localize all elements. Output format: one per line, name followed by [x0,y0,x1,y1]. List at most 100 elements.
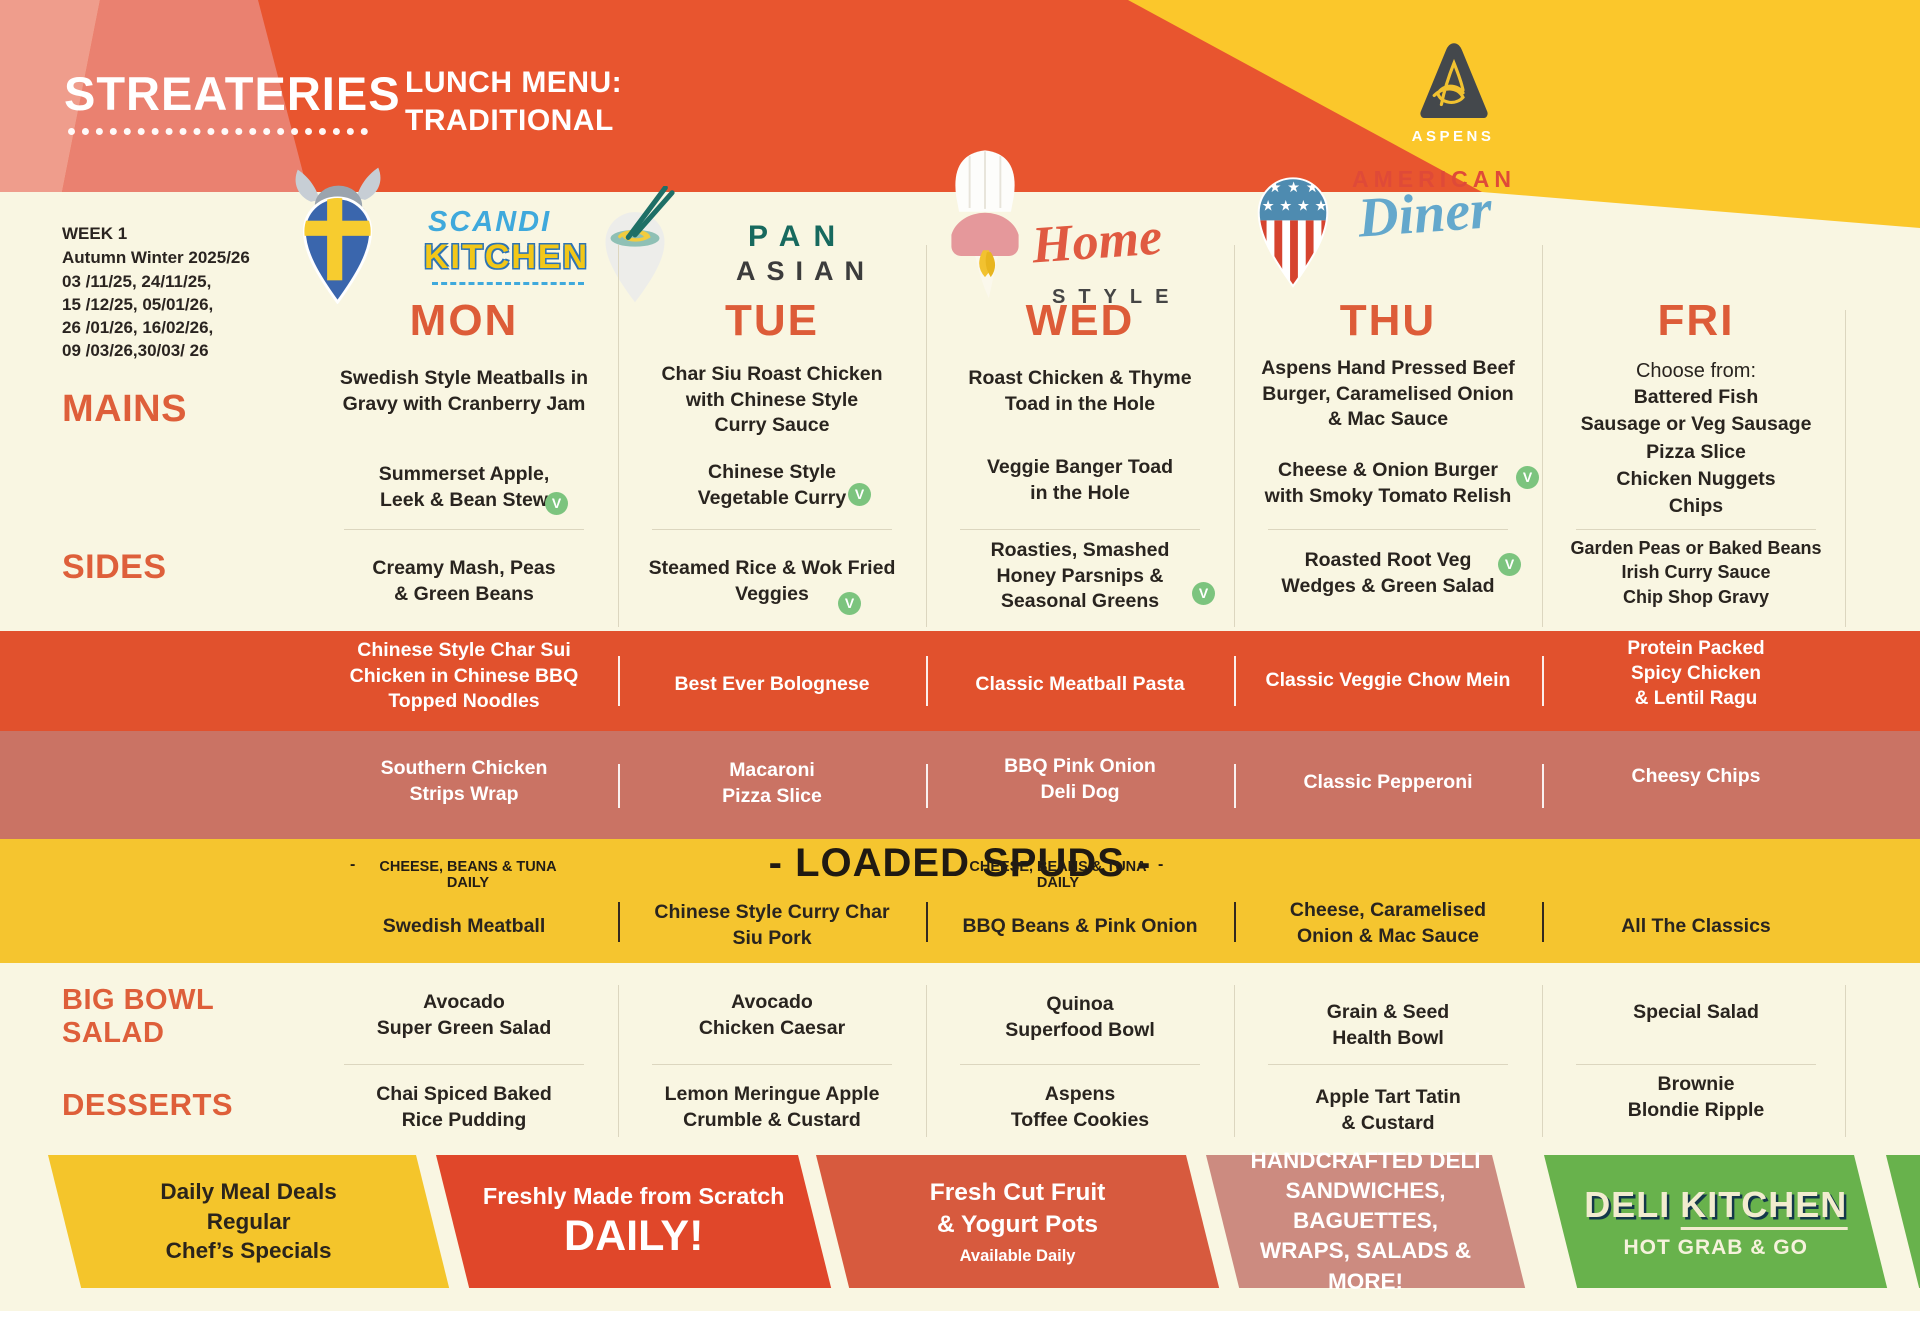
veg-icon: V [848,483,871,506]
menu-title-line2: TRADITIONAL [405,104,614,137]
section-divider [1576,529,1816,530]
menu-title-line1: LUNCH MENU: [405,66,623,99]
fillings-item-mon: Swedish Meatball [382,915,546,937]
column-divider [1234,245,1235,627]
fillings-item-thu: Cheese, Caramelised Onion & Mac Sauce [1289,899,1487,947]
deli-hot-item-wed: BBQ Pink Onion Deli Dog [1004,755,1156,803]
svg-text:★: ★ [1287,180,1300,196]
pasta-item-fri: Protein Packed Spicy Chicken & Lentil Ra… [1627,638,1765,710]
bottom-margin [0,1311,1920,1339]
loaded-spuds-title: - LOADED SPUDS - [768,841,1152,885]
veggie-main-wed: Veggie Banger Toad in the Hole [986,456,1173,504]
pan-asian-logo-word2: ASIAN [736,256,876,286]
spuds-dash: - [1158,856,1164,873]
dessert-item-thu: Apple Tart Tatin & Custard [1315,1086,1461,1134]
row-label-sides: SIDES [62,548,167,586]
fillings-item-divider [1542,902,1544,942]
page-title: STREATERIES [64,67,401,120]
banner-corner-sliver [1886,1155,1920,1288]
svg-text:★: ★ [1315,199,1328,215]
day-header-tue: TUE [725,296,819,345]
pasta-item-mon: Chinese Style Char Sui Chicken in Chines… [349,639,579,713]
week-dates: 26 /01/26, 16/02/26, [62,318,214,337]
banner-text: SANDWICHES, BAGUETTES, [1285,1178,1446,1234]
salad-item-tue: Avocado Chicken Caesar [698,991,846,1039]
column-divider [926,985,927,1137]
column-divider [618,985,619,1137]
deli-hot-item-fri: Cheesy Chips [1631,765,1761,787]
section-divider [1268,529,1508,530]
pasta-item-divider [1542,656,1544,706]
section-divider [344,1064,584,1065]
banner-text: Regular [206,1208,291,1234]
pasta-item-divider [618,656,620,706]
banner-text: Daily Meal Deals [160,1178,337,1204]
aspens-wordmark: ASPENS [1411,128,1495,145]
dotted-underline [68,120,368,135]
sides-item-fri: Garden Peas or Baked Beans Irish Curry S… [1570,538,1822,607]
svg-text:★: ★ [1297,199,1310,215]
banner-text: DELI [1584,1183,1671,1225]
svg-text:★: ★ [1262,199,1275,215]
home-style-logo-word2: STYLE [1052,286,1182,308]
pasta-item-wed: Classic Meatball Pasta [975,673,1185,695]
banner-text: & Yogurt Pots [937,1211,1099,1238]
deli-kitchen-wordmark: DELI KITCHEN [1561,1183,1871,1230]
salad-item-wed: Quinoa Superfood Bowl [1005,993,1155,1041]
fillings-item-divider [618,902,620,942]
salad-item-fri: Special Salad [1633,1001,1759,1023]
mains-item-tue: Char Siu Roast Chicken with Chinese Styl… [661,363,883,437]
sides-item-tue: Steamed Rice & Wok Fried Veggies [648,557,896,605]
deli-item-divider [618,764,620,808]
veg-icon: V [1192,582,1215,605]
row-label-big-bowl-line1: BIG BOWL [62,984,215,1016]
sides-item-wed: Roasties, Smashed Honey Parsnips & Seaso… [990,539,1170,613]
veg-icon: V [545,492,568,515]
pasta-item-divider [926,656,928,706]
day-header-fri: FRI [1657,296,1735,345]
section-divider [652,529,892,530]
svg-text:★: ★ [1296,161,1309,177]
mains-item-thu: Aspens Hand Pressed Beef Burger, Caramel… [1261,357,1515,431]
american-diner-flag-pin-icon: ★ ★ ★ ★ ★ ★ ★ ★ ★ [1257,161,1329,288]
dessert-item-mon: Chai Spiced Baked Rice Pudding [376,1083,552,1131]
spuds-dash: - [350,856,356,873]
sides-item-mon: Creamy Mash, Peas & Green Beans [372,557,556,605]
section-divider [1576,1064,1816,1065]
pasta-item-thu: Classic Veggie Chow Mein [1265,669,1511,691]
fillings-item-divider [926,902,928,942]
mains-item-mon: Swedish Style Meatballs in Gravy with Cr… [339,367,589,415]
mains-fri-options: Battered Fish Sausage or Veg Sausage Piz… [1580,386,1812,518]
banner-text: DAILY! [563,1211,704,1260]
mains-fri-intro: Choose from: [1635,360,1757,382]
week-dates: 15 /12/25, 05/01/26, [62,295,214,314]
section-divider [960,1064,1200,1065]
banner-handcrafted-deli: HANDCRAFTED DELI SANDWICHES, BAGUETTES, … [1206,1148,1526,1294]
home-style-chef-hat-icon [951,150,1019,299]
aspens-logo-icon [1420,43,1488,119]
season: Autumn Winter 2025/26 [62,248,250,267]
veg-icon: V [1516,466,1539,489]
deli-hot-item-thu: Classic Pepperoni [1303,771,1473,793]
banner-text: Chef’s Specials [165,1238,332,1264]
section-divider [960,529,1200,530]
banner-deli-kitchen: DELI KITCHEN HOT GRAB & GO [1544,1155,1888,1288]
column-divider [1542,985,1543,1137]
week-dates: 09 /03/26,30/03/ 26 [62,341,209,360]
column-divider [618,245,619,627]
banner-text: Freshly Made from Scratch [482,1182,785,1209]
banner-text: HOT GRAB & GO [1623,1235,1808,1259]
row-label-big-bowl-line2: SALAD [62,1017,165,1049]
home-style-logo-word1: Home [1030,208,1164,275]
deli-item-divider [926,764,928,808]
row-label-mains: MAINS [62,388,187,430]
veggie-main-tue: Chinese Style Vegetable Curry [697,461,847,509]
fillings-item-tue: Chinese Style Curry Char Siu Pork [654,901,890,949]
column-divider [926,245,927,627]
salad-item-thu: Grain & Seed Health Bowl [1326,1001,1450,1049]
scandi-viking-pin-icon [295,167,381,304]
deli-item-divider [1234,764,1236,808]
pan-asian-logo-word1: PAN [748,220,849,253]
pasta-item-divider [1234,656,1236,706]
veggie-main-thu: Cheese & Onion Burger with Smoky Tomato … [1264,459,1512,507]
